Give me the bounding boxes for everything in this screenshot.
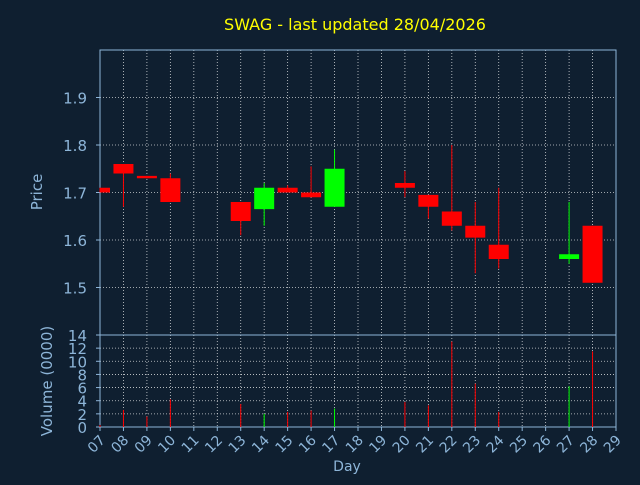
volume-axis-label: Volume (0000) <box>38 326 56 436</box>
volume-tick-label: 0 <box>77 419 87 437</box>
x-tick-label: 27 <box>554 433 578 457</box>
volume-bars <box>99 341 594 427</box>
price-y-ticks: 1.5 1.6 1.7 1.8 1.9 <box>63 90 100 298</box>
candle-body <box>324 168 345 207</box>
candle-body <box>582 225 603 283</box>
volume-tick-label: 4 <box>77 393 87 411</box>
volume-tick-label: 6 <box>77 380 87 398</box>
candle-body <box>488 244 509 259</box>
chart-title: SWAG - last updated 28/04/2026 <box>224 15 486 34</box>
x-ticks: 07 08 09 10 11 12 13 14 15 16 17 18 19 20 21 22 23 24 25 26… <box>85 427 625 456</box>
candle-body <box>100 187 110 193</box>
price-axis-label: Price <box>28 174 46 211</box>
x-tick-label: 11 <box>179 433 203 457</box>
x-tick-label: 28 <box>577 433 601 457</box>
x-tick-label: 22 <box>437 433 461 457</box>
x-tick-label: 09 <box>132 433 156 457</box>
x-tick-label: 07 <box>85 433 109 457</box>
candle-body <box>301 192 322 198</box>
candle-body <box>277 187 298 193</box>
candle-body <box>113 164 134 174</box>
price-tick-label: 1.8 <box>63 137 87 155</box>
price-tick-label: 1.6 <box>63 232 87 250</box>
candle-body <box>465 225 486 238</box>
candle-body <box>394 183 415 188</box>
x-tick-label: 21 <box>413 433 437 457</box>
x-tick-label: 17 <box>319 433 343 457</box>
candle-body <box>441 211 462 226</box>
volume-grid <box>99 335 617 427</box>
volume-tick-label: 12 <box>68 340 87 358</box>
x-tick-label: 23 <box>460 433 484 457</box>
volume-tick-label: 2 <box>77 406 87 424</box>
candle-body <box>230 202 251 221</box>
price-tick-label: 1.9 <box>63 90 87 108</box>
x-tick-label: 15 <box>273 433 297 457</box>
candle-body <box>418 194 439 207</box>
x-axis-label: Day <box>333 459 361 475</box>
x-tick-label: 25 <box>507 433 531 457</box>
price-tick-label: 1.5 <box>63 280 87 298</box>
x-tick-label: 14 <box>249 432 273 456</box>
x-tick-label: 29 <box>601 433 625 457</box>
x-tick-label: 10 <box>155 433 179 457</box>
price-grid <box>99 50 617 335</box>
x-tick-label: 19 <box>366 433 390 457</box>
candle-body <box>160 178 181 202</box>
x-tick-label: 20 <box>390 433 414 457</box>
x-tick-label: 08 <box>108 433 132 457</box>
volume-tick-label: 8 <box>77 366 87 384</box>
volume-tick-label: 14 <box>68 327 87 345</box>
candle-body <box>254 187 275 210</box>
candles <box>99 145 603 283</box>
x-tick-label: 13 <box>226 433 250 457</box>
volume-tick-label: 10 <box>68 353 87 371</box>
x-tick-label: 26 <box>531 432 555 456</box>
price-panel: 1.5 1.6 1.7 1.8 1.9 Price <box>28 49 617 336</box>
x-tick-label: 24 <box>484 432 508 456</box>
price-tick-label: 1.7 <box>63 185 87 203</box>
x-tick-label: 16 <box>296 432 320 456</box>
candle-body <box>559 254 580 259</box>
x-tick-label: 18 <box>343 433 367 457</box>
candle-body <box>136 175 157 179</box>
x-tick-label: 12 <box>202 433 226 457</box>
